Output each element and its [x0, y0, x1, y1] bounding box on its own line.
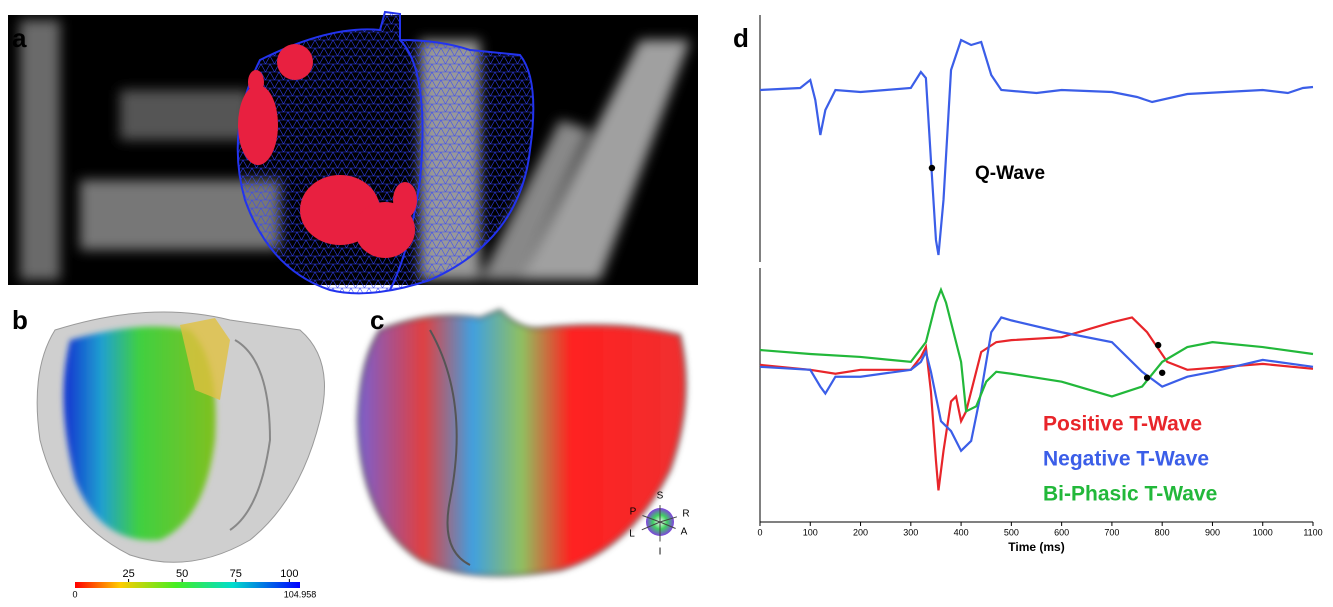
colorbar-tick-label: 100 [280, 568, 298, 580]
panel-label: a [12, 23, 27, 53]
legend-label: Negative T-Wave [1043, 448, 1209, 471]
panel-c-image [356, 308, 687, 577]
series-line [759, 316, 1314, 453]
series-line [759, 316, 1314, 491]
panel-a-image [8, 10, 698, 295]
orientation-label: S [657, 491, 664, 502]
orientation-label: P [630, 507, 637, 518]
panel-label: d [733, 23, 749, 53]
panel-label: b [12, 305, 28, 335]
orientation-label: L [629, 529, 635, 540]
x-tick-label: 1000 [1253, 527, 1273, 537]
x-tick-label: 300 [903, 527, 918, 537]
colorbar [75, 582, 300, 588]
colorbar-tick-label: 50 [176, 568, 188, 580]
colorbar-tick-label: 75 [230, 568, 242, 580]
x-tick-label: 0 [757, 527, 762, 537]
orientation-axis [659, 521, 676, 529]
orientation-label: R [682, 509, 689, 520]
orientation-label: A [681, 527, 688, 538]
x-tick-label: 700 [1104, 527, 1119, 537]
orientation-axis [642, 515, 661, 523]
marker [928, 164, 936, 172]
legend-label: Positive T-Wave [1043, 413, 1202, 436]
x-tick-label: 900 [1205, 527, 1220, 537]
x-axis-label: Time (ms) [1008, 540, 1064, 554]
marker [1154, 341, 1162, 349]
colorbar-max: 104.958 [284, 589, 317, 599]
x-tick-label: 500 [1004, 527, 1019, 537]
x-tick-label: 1100 [1303, 527, 1322, 537]
orientation-label: I [659, 547, 662, 558]
legend-label: Bi-Phasic T-Wave [1043, 483, 1217, 506]
series-line [759, 286, 1314, 413]
panel-b-image [36, 311, 325, 588]
annotation: Q-Wave [975, 163, 1045, 184]
orientation-axis [659, 516, 678, 523]
panel-label: c [370, 305, 384, 335]
x-tick-label: 400 [954, 527, 969, 537]
x-tick-label: 800 [1155, 527, 1170, 537]
series-line [759, 38, 1314, 256]
x-tick-label: 200 [853, 527, 868, 537]
colorbar-min: 0 [72, 589, 77, 599]
colorbar-tick-label: 25 [122, 568, 134, 580]
x-tick-label: 600 [1054, 527, 1069, 537]
marker [1158, 369, 1166, 376]
axes [759, 15, 1313, 523]
marker [1143, 374, 1151, 381]
orientation-axis [641, 521, 661, 531]
x-tick-label: 100 [803, 527, 818, 537]
